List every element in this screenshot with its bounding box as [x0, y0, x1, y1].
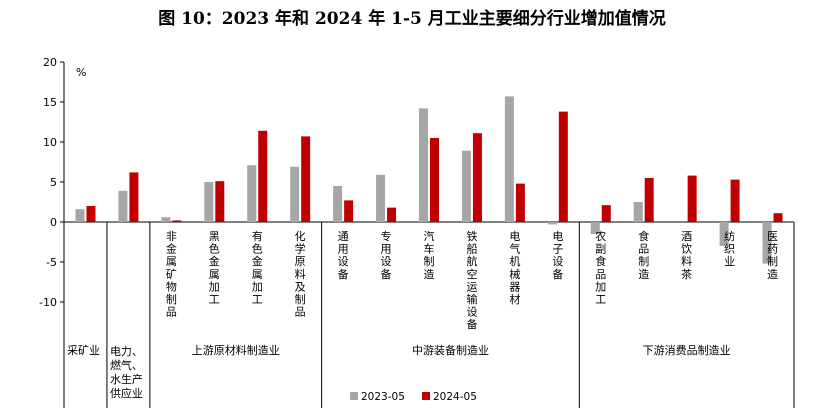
y-tick-label: 20 — [43, 56, 57, 69]
category-label: 专用设备 — [381, 229, 392, 281]
bar-layer — [75, 96, 783, 264]
legend: 2023-05 2024-05 — [350, 391, 477, 403]
legend-label: 2024-05 — [433, 391, 477, 403]
bar-2024-05 — [773, 213, 783, 222]
category-label: 农副食品加工 — [595, 229, 606, 306]
bar-2023-05 — [376, 174, 386, 222]
bar-2023-05 — [290, 166, 300, 222]
y-tick-label: 0 — [50, 216, 57, 229]
bar-2024-05 — [344, 200, 354, 222]
bar-2024-05 — [258, 130, 268, 222]
category-label: 电气机械器材 — [509, 230, 520, 306]
bar-2024-05 — [730, 179, 740, 222]
group-label: 中游装备制造业 — [412, 343, 489, 357]
category-label: 有色金属加工 — [252, 229, 263, 306]
legend-label: 2023-05 — [361, 391, 405, 403]
category-label: 酒饮料茶 — [681, 230, 692, 281]
bar-2023-05 — [590, 222, 600, 234]
bar-2024-05 — [387, 207, 397, 222]
bar-2024-05 — [558, 111, 568, 222]
bar-2023-05 — [461, 150, 471, 222]
category-label: 纺织业 — [724, 229, 735, 268]
bar-2024-05 — [515, 183, 525, 222]
group-label: 下游消费品制造业 — [643, 343, 731, 357]
category-label: 汽车制造 — [424, 229, 435, 281]
axis-layer: -10 -5 0 5 10 15 20% — [39, 56, 795, 408]
y-tick-label: -10 — [39, 296, 57, 309]
chart-title: 图 10：2023 年和 2024 年 1-5 月工业主要细分行业增加值情况 — [158, 9, 666, 29]
bar-2024-05 — [430, 138, 439, 222]
bar-2023-05 — [75, 209, 85, 222]
category-label: 非金属矿物制品 — [166, 230, 177, 319]
bar-2023-05 — [118, 190, 128, 222]
y-tick-label: 10 — [43, 136, 57, 149]
category-label: 医药制造 — [767, 230, 778, 281]
category-label: 电子设备 — [552, 230, 563, 281]
bar-2024-05 — [215, 181, 225, 222]
category-label: 化学原料及制品 — [295, 229, 306, 319]
y-tick-label: -5 — [46, 256, 57, 269]
bar-2024-05 — [601, 205, 611, 222]
bar-2023-05 — [204, 182, 214, 222]
legend-swatch — [350, 392, 358, 400]
group-label: 电力、燃气、水生产供应业 — [110, 345, 143, 400]
group-label: 采矿业 — [67, 344, 100, 357]
bar-2023-05 — [333, 186, 343, 222]
bar-2024-05 — [129, 172, 139, 222]
bar-2023-05 — [633, 202, 643, 222]
bar-2024-05 — [301, 136, 311, 222]
bar-2023-05 — [547, 222, 557, 225]
bar-2023-05 — [719, 222, 729, 246]
bar-2023-05 — [419, 108, 428, 222]
bar-2024-05 — [172, 220, 182, 222]
y-tick-label: 5 — [50, 176, 57, 189]
bar-2023-05 — [504, 96, 514, 222]
category-label: 黑色金属加工 — [209, 230, 220, 306]
bar-2023-05 — [247, 165, 257, 222]
bar-2023-05 — [762, 222, 772, 264]
y-tick-label: 15 — [43, 96, 57, 109]
bar-2024-05 — [86, 206, 96, 222]
legend-swatch — [422, 392, 430, 400]
category-label: 食品制造 — [638, 229, 649, 281]
label-layer: 非金属矿物制品 黑色金属加工 有色金属加工 化学原料及制品 通用设备 专用设备 汽车制造 铁船… — [67, 229, 778, 400]
bar-2023-05 — [161, 217, 171, 222]
y-unit-label: % — [76, 66, 86, 79]
category-label: 铁船航空运输设备 — [466, 230, 477, 331]
bar-2024-05 — [472, 133, 482, 222]
category-label: 通用设备 — [338, 230, 349, 281]
group-label: 上游原材料制造业 — [192, 343, 280, 357]
bar-2024-05 — [644, 178, 654, 222]
bar-2024-05 — [687, 175, 697, 222]
